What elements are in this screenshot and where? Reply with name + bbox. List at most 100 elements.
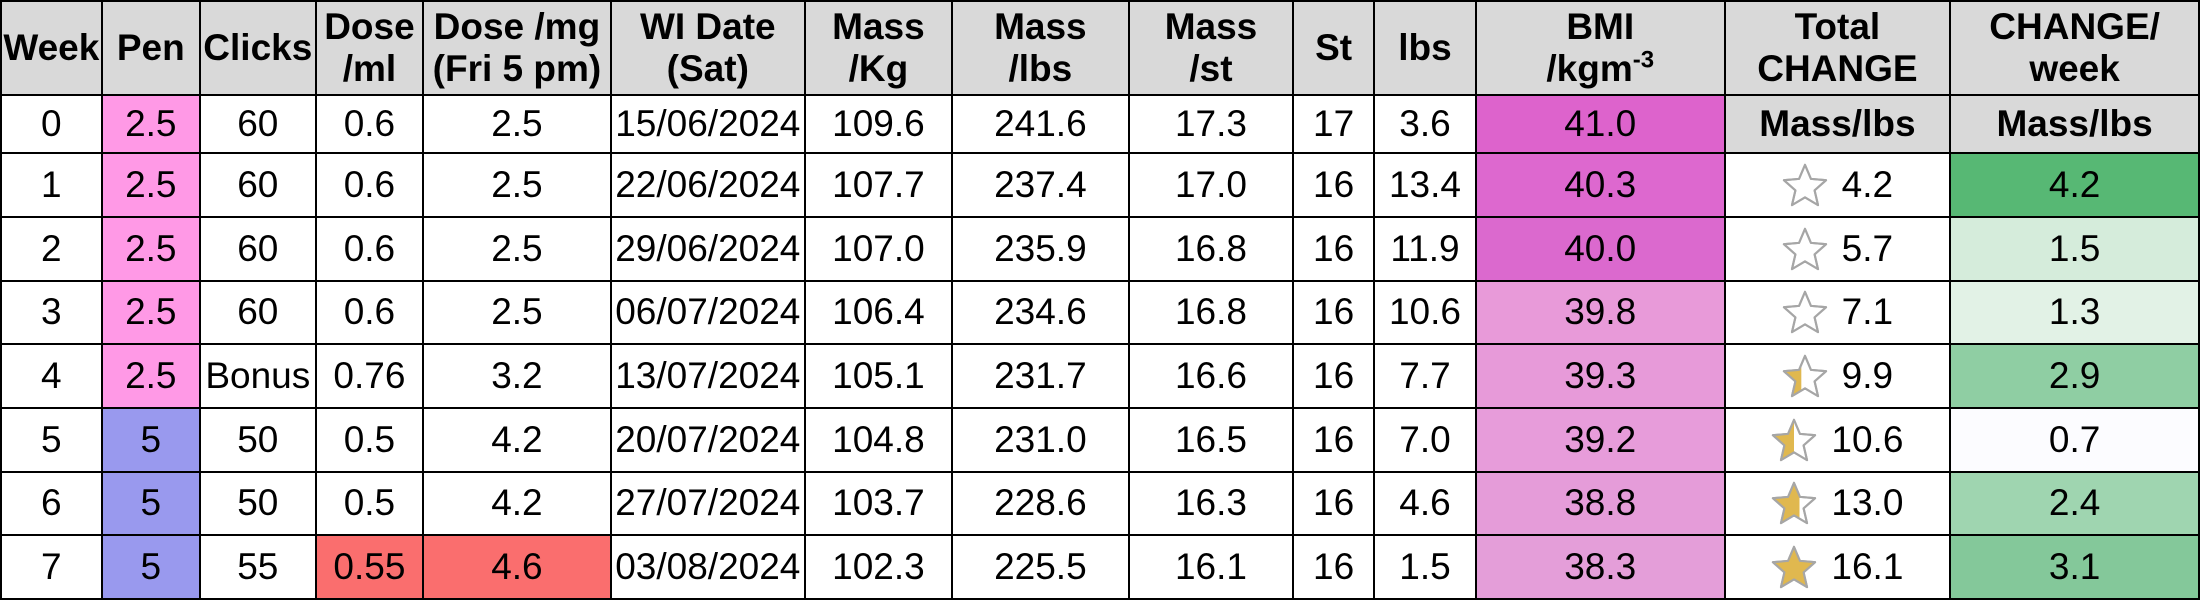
cell-wi-date: 15/06/2024 bbox=[609, 93, 806, 155]
cell-total-change: 10.6 bbox=[1723, 406, 1952, 473]
cell-pen: 5 bbox=[100, 534, 201, 600]
cell-dose-ml: 0.6 bbox=[314, 152, 425, 218]
cell-st: 16 bbox=[1292, 216, 1376, 282]
column-header-text: Week bbox=[3, 26, 100, 68]
table-header: Week Pen Clicks Dose/ml Dose /mg (Fri 5 pm) WI… bbox=[0, 0, 2200, 96]
cell-change-week: 2.4 bbox=[1949, 470, 2200, 537]
total-change-value: 10.6 bbox=[1831, 418, 1904, 460]
total-change-value: 5.7 bbox=[1841, 227, 1894, 269]
column-header-text: week bbox=[2029, 48, 2120, 89]
cell-dose-mg: 4.2 bbox=[422, 470, 612, 537]
header-row: Week Pen Clicks Dose/ml Dose /mg (Fri 5 pm) WI… bbox=[0, 0, 2200, 96]
cell-total-change: 5.7 bbox=[1723, 216, 1952, 282]
cell-pen: 2.5 bbox=[100, 279, 201, 346]
cell-mass-lbs: 225.5 bbox=[950, 534, 1130, 600]
cell-st: 16 bbox=[1292, 152, 1376, 218]
cell-mass-kg: 104.8 bbox=[803, 406, 953, 473]
cell-wi-date: 13/07/2024 bbox=[609, 343, 806, 409]
total-change-value: 7.1 bbox=[1841, 291, 1894, 333]
cell-mass-lbs: 228.6 bbox=[950, 470, 1130, 537]
cell-pen: 5 bbox=[100, 470, 201, 537]
total-change-content: 16.1 bbox=[1727, 537, 1949, 597]
table-row: 7 5 55 0.55 4.6 03/08/2024 102.3 225.5 16.1 16 1.5… bbox=[0, 534, 2200, 600]
cell-mass-kg: 105.1 bbox=[803, 343, 953, 409]
cell-mass-st: 16.1 bbox=[1127, 534, 1295, 600]
star-icon bbox=[1772, 482, 1817, 525]
column-header-week: Week bbox=[0, 0, 103, 96]
cell-wi-date: 29/06/2024 bbox=[609, 216, 806, 282]
cell-pen: 2.5 bbox=[100, 216, 201, 282]
total-change-value: 9.9 bbox=[1841, 355, 1894, 397]
total-change-value: 4.2 bbox=[1841, 164, 1894, 206]
cell-clicks: 55 bbox=[198, 534, 317, 600]
cell-week: 6 bbox=[0, 470, 103, 537]
total-change-content: 9.9 bbox=[1727, 346, 1949, 406]
cell-lbs: 7.0 bbox=[1373, 406, 1477, 473]
cell-mass-lbs: 241.6 bbox=[950, 93, 1130, 155]
table-row: 2 2.5 60 0.6 2.5 29/06/2024 107.0 235.9 16.8 16 11… bbox=[0, 216, 2200, 282]
column-header-text: lbs bbox=[1398, 26, 1452, 68]
column-header-text: Mass bbox=[1164, 5, 1258, 47]
cell-st: 16 bbox=[1292, 343, 1376, 409]
cell-bmi: 41.0 bbox=[1474, 93, 1726, 155]
cell-week: 1 bbox=[0, 152, 103, 218]
column-header-dose_mg: Dose /mg (Fri 5 pm) bbox=[422, 0, 612, 96]
cell-bmi: 40.3 bbox=[1474, 152, 1726, 218]
column-header-text: Mass bbox=[994, 5, 1087, 47]
cell-mass-st: 17.0 bbox=[1127, 152, 1295, 218]
column-header-text: Dose bbox=[324, 5, 415, 47]
subheader-total-change: Mass/lbs bbox=[1723, 93, 1952, 155]
cell-mass-kg: 107.7 bbox=[803, 152, 953, 218]
cell-dose-mg: 2.5 bbox=[422, 216, 612, 282]
cell-mass-kg: 103.7 bbox=[803, 470, 953, 537]
cell-mass-st: 16.3 bbox=[1127, 470, 1295, 537]
cell-lbs: 13.4 bbox=[1373, 152, 1477, 218]
total-change-content: 4.2 bbox=[1727, 155, 1949, 215]
cell-mass-kg: 102.3 bbox=[803, 534, 953, 600]
cell-mass-st: 16.8 bbox=[1127, 216, 1295, 282]
column-header-bmi: BMI/kgm-3 bbox=[1474, 0, 1726, 96]
column-header-change_week: CHANGE/week bbox=[1949, 0, 2200, 96]
table-row: 3 2.5 60 0.6 2.5 06/07/2024 106.4 234.6 16.8 16 10… bbox=[0, 279, 2200, 346]
column-header-text: CHANGE bbox=[1757, 48, 1918, 89]
cell-clicks: 60 bbox=[198, 279, 317, 346]
column-header-lbs: lbs bbox=[1373, 0, 1477, 96]
cell-lbs: 7.7 bbox=[1373, 343, 1477, 409]
table-row: 1 2.5 60 0.6 2.5 22/06/2024 107.7 237.4 17.0 16 13… bbox=[0, 152, 2200, 218]
cell-dose-ml: 0.6 bbox=[314, 216, 425, 282]
cell-lbs: 1.5 bbox=[1373, 534, 1477, 600]
cell-lbs: 10.6 bbox=[1373, 279, 1477, 346]
cell-lbs: 3.6 bbox=[1373, 93, 1477, 155]
cell-lbs: 11.9 bbox=[1373, 216, 1477, 282]
column-header-text: CHANGE/ bbox=[1989, 5, 2160, 47]
cell-bmi: 38.3 bbox=[1474, 534, 1726, 600]
cell-bmi: 40.0 bbox=[1474, 216, 1726, 282]
cell-wi-date: 06/07/2024 bbox=[609, 279, 806, 346]
column-header-clicks: Clicks bbox=[198, 0, 317, 96]
cell-week: 3 bbox=[0, 279, 103, 346]
cell-mass-st: 16.8 bbox=[1127, 279, 1295, 346]
column-header-mass_lbs: Mass/lbs bbox=[950, 0, 1130, 96]
cell-mass-kg: 107.0 bbox=[803, 216, 953, 282]
cell-bmi: 39.3 bbox=[1474, 343, 1726, 409]
cell-st: 17 bbox=[1292, 93, 1376, 155]
bmi-exponent: -3 bbox=[1632, 46, 1655, 74]
cell-wi-date: 27/07/2024 bbox=[609, 470, 806, 537]
star-icon bbox=[1772, 418, 1817, 461]
cell-dose-ml: 0.76 bbox=[314, 343, 425, 409]
cell-mass-st: 16.6 bbox=[1127, 343, 1295, 409]
cell-dose-ml: 0.55 bbox=[314, 534, 425, 600]
cell-mass-st: 16.5 bbox=[1127, 406, 1295, 473]
cell-change-week: 3.1 bbox=[1949, 534, 2200, 600]
column-header-text: /kgm-3 bbox=[1546, 46, 1655, 89]
cell-mass-lbs: 237.4 bbox=[950, 152, 1130, 218]
cell-total-change: 7.1 bbox=[1723, 279, 1952, 346]
column-header-total_change: Total CHANGE bbox=[1723, 0, 1952, 96]
column-header-text: /lbs bbox=[1008, 48, 1073, 89]
column-header-text: (Sat) bbox=[666, 48, 749, 89]
star-icon bbox=[1782, 291, 1827, 334]
cell-mass-kg: 106.4 bbox=[803, 279, 953, 346]
cell-mass-kg: 109.6 bbox=[803, 93, 953, 155]
cell-st: 16 bbox=[1292, 279, 1376, 346]
